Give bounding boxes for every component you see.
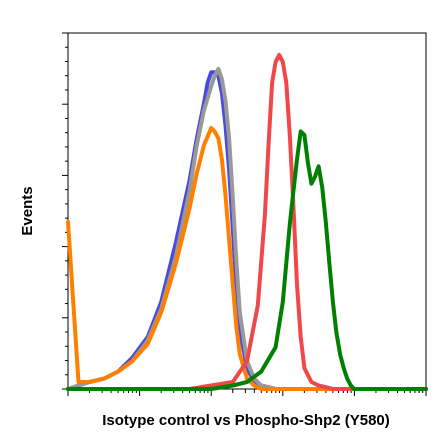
histogram-series-2	[66, 66, 428, 391]
histogram-series-3	[66, 126, 428, 391]
plot-frame	[67, 32, 427, 390]
y-axis-title: Events	[19, 186, 36, 235]
histogram-series-4	[66, 52, 428, 391]
histogram-series-5	[66, 129, 428, 391]
x-axis-title: Isotype control vs Phospho-Shp2 (Y580)	[102, 412, 390, 429]
histogram-series-1	[66, 70, 428, 391]
series-group	[66, 52, 428, 391]
y-axis-ticks	[62, 32, 68, 390]
